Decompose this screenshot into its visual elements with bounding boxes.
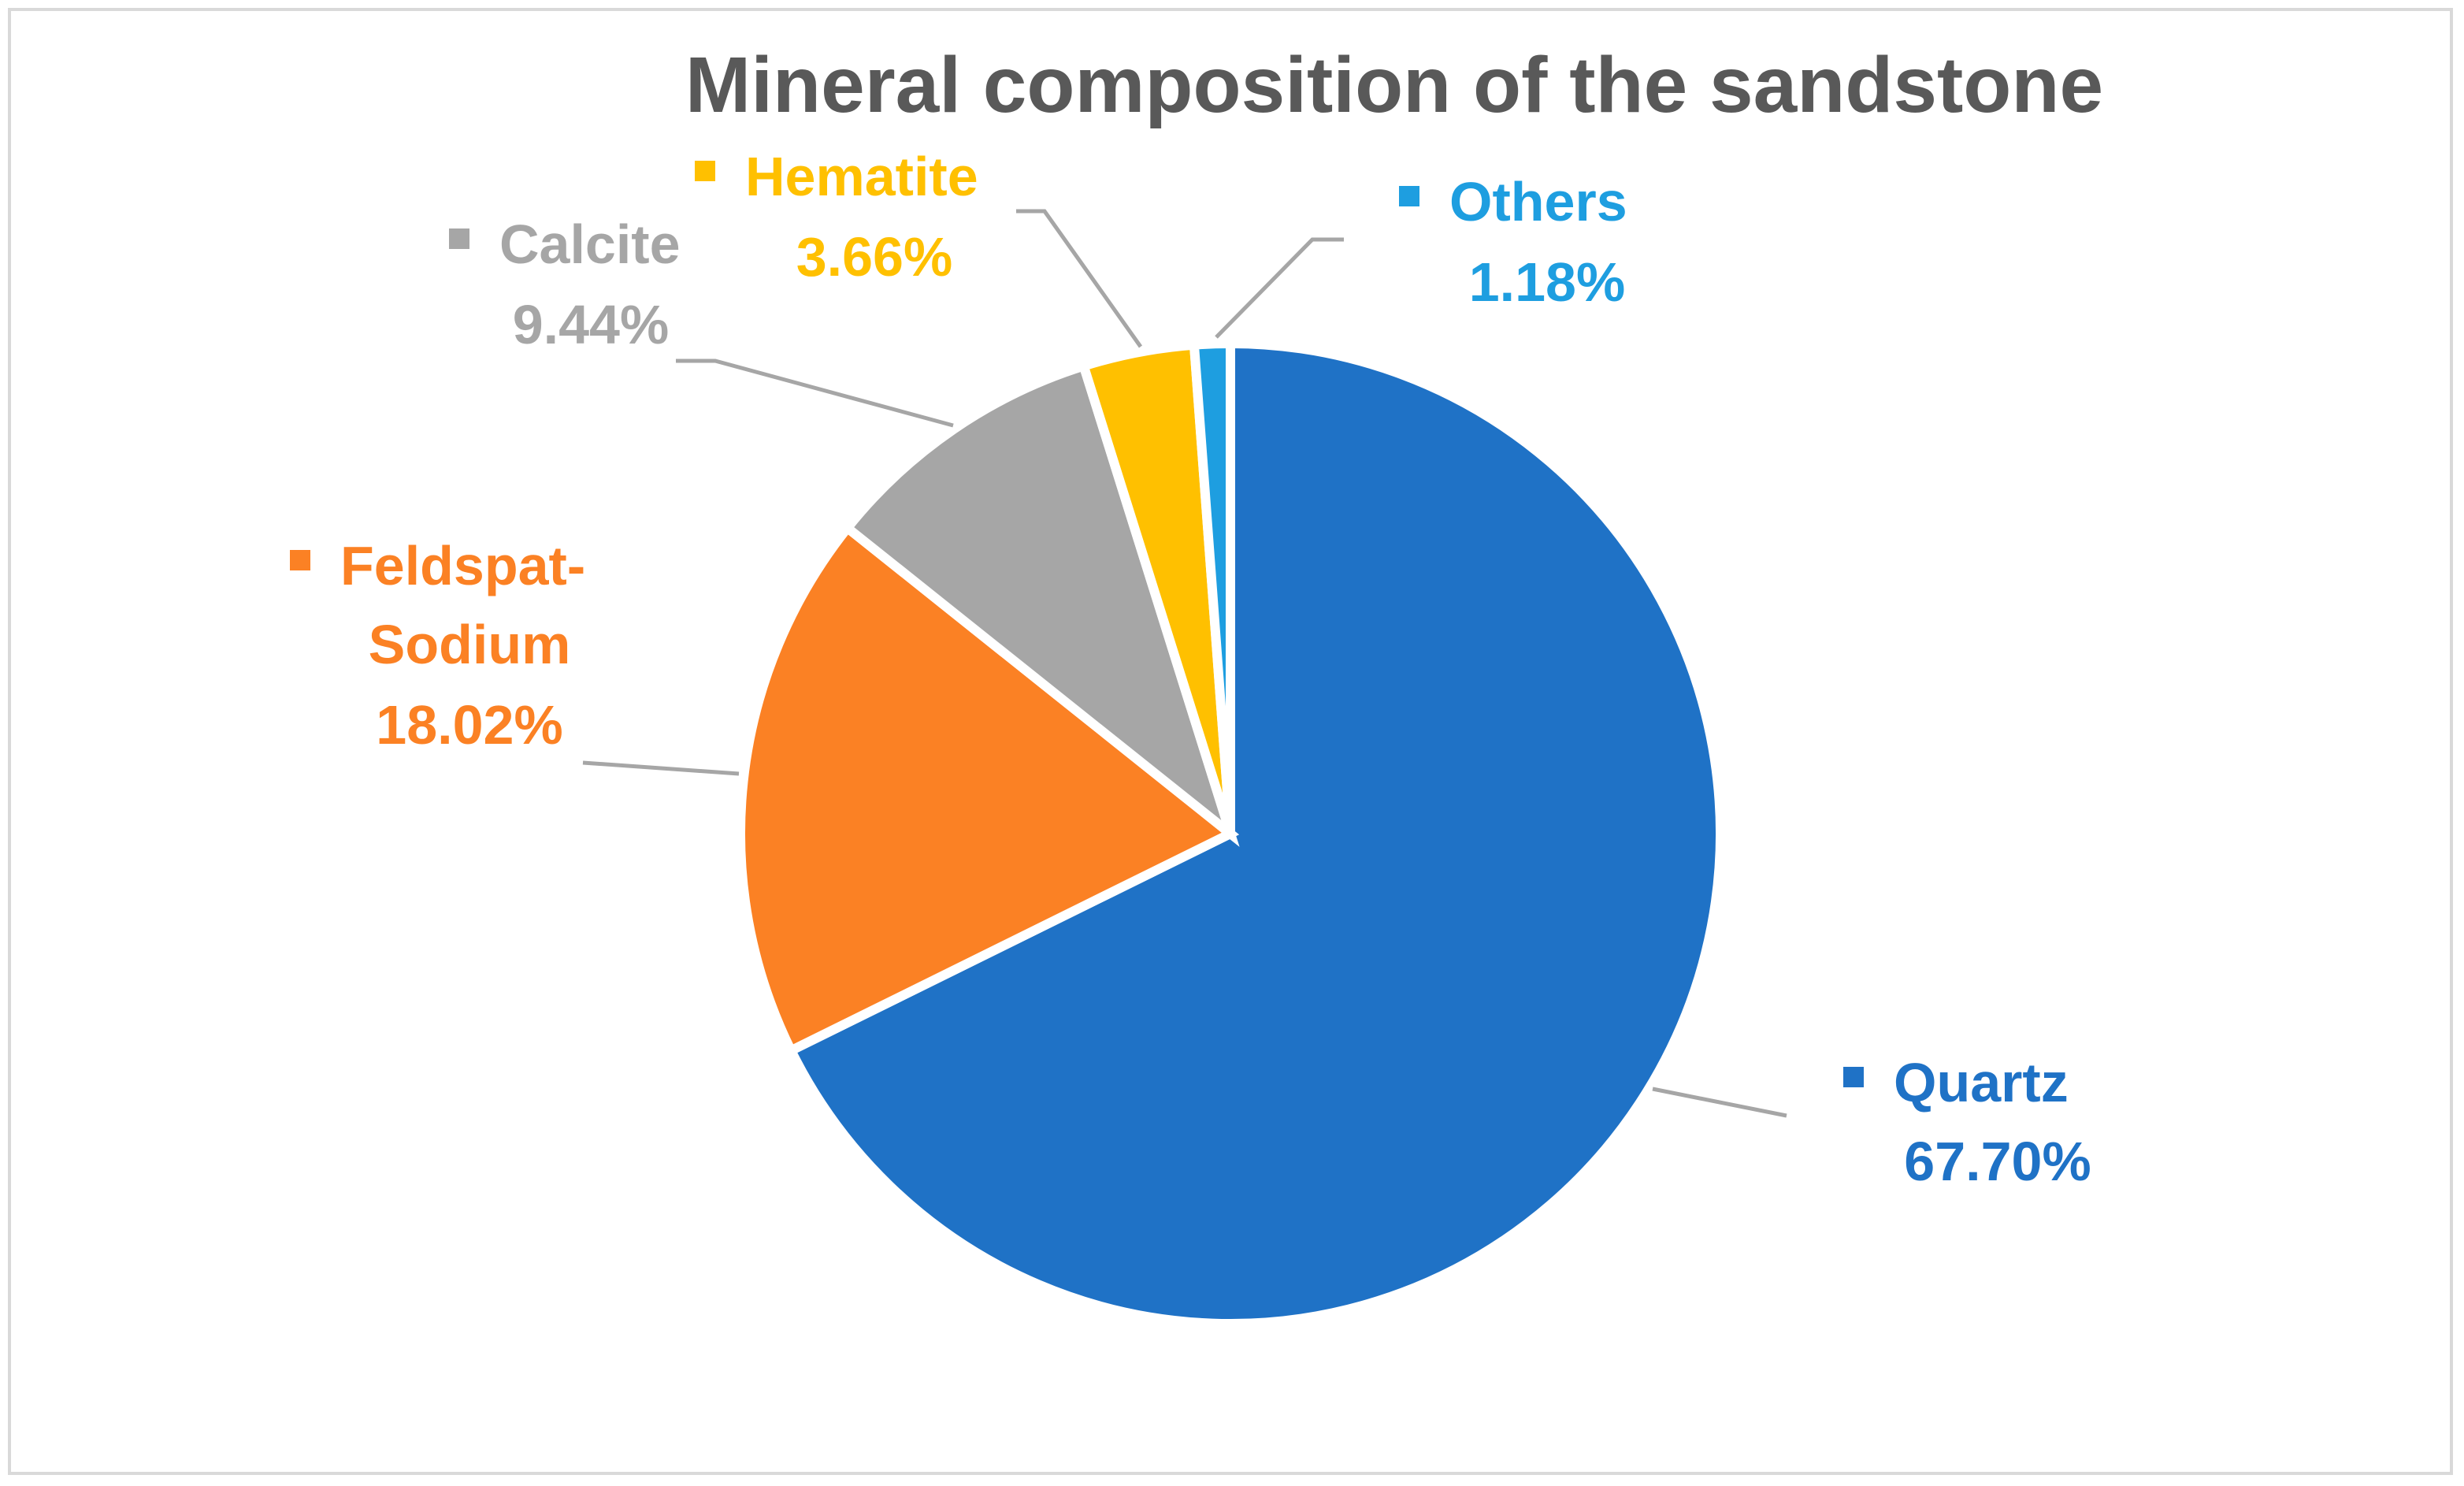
pie-slices [736, 338, 1725, 1328]
leader-line-others [1215, 237, 1344, 339]
value-label-others: 1.18% [1469, 251, 1625, 313]
value-label-calcite: 9.44% [513, 294, 669, 355]
category-label-feldspat-sodium-line-1: Feldspat- [340, 535, 585, 596]
category-label-hematite: Hematite [745, 146, 978, 207]
category-label-calcite: Calcite [499, 214, 681, 275]
value-label-quartz: 67.70% [1904, 1131, 2091, 1192]
legend-marker-others [1399, 186, 1419, 206]
legend-marker-feldspat-sodium [290, 550, 310, 570]
legend-marker-calcite [449, 228, 469, 249]
leader-line-feldspat-sodium [582, 760, 740, 776]
legend-marker-quartz [1843, 1067, 1864, 1087]
category-label-quartz: Quartz [1894, 1052, 2069, 1113]
pie-slice-quartz [785, 338, 1725, 1328]
legend-marker-hematite [695, 161, 715, 181]
chart-title: Mineral composition of the sandstone [685, 41, 2103, 129]
pie-slice-feldspat-sodium [736, 521, 1240, 1057]
leader-line-quartz [1652, 1087, 1787, 1118]
leader-lines [582, 209, 1787, 1118]
pie-slice-calcite [841, 360, 1240, 847]
leader-line-hematite [1016, 209, 1143, 348]
category-label-others: Others [1449, 171, 1627, 232]
leader-line-calcite [676, 358, 954, 428]
pie-slice-others [1189, 338, 1235, 834]
category-label-feldspat-sodium-line-2: Sodium [369, 614, 571, 675]
data-labels: Quartz 67.70% Feldspat- Sodium 18.02% Calcite… [290, 146, 2091, 1192]
value-label-hematite: 3.66% [796, 226, 952, 288]
value-label-feldspat-sodium: 18.02% [376, 694, 562, 756]
